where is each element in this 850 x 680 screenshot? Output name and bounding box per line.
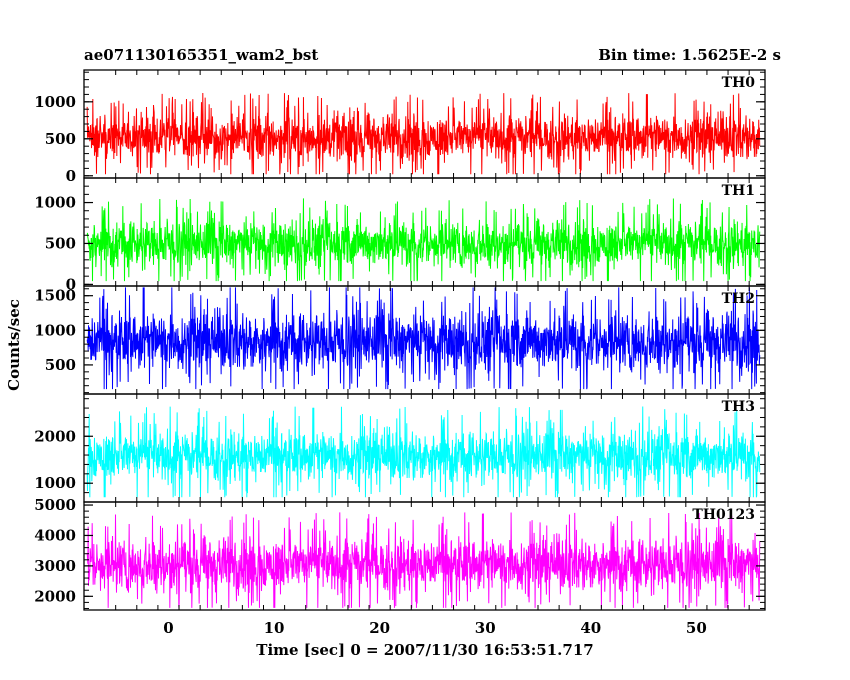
y-tick-label: 1000 [34, 93, 76, 111]
series-label-th1: TH1 [722, 183, 755, 199]
series-line-th2 [86, 287, 761, 390]
x-axis: 0 10 20 30 40 50 [163, 619, 707, 637]
y-tick-label: 4000 [34, 526, 76, 544]
series-line-th0123 [86, 512, 761, 608]
x-tick-label: 40 [580, 619, 601, 637]
y-tick-label: 0 [66, 167, 76, 185]
panel-th0123: 2000 3000 4000 5000 TH0123 [34, 496, 766, 611]
series-line-th0 [86, 93, 761, 175]
y-tick-label: 500 [45, 356, 76, 374]
chart-title-left: ae071130165351_wam2_bst [84, 46, 318, 64]
series-line-th3 [86, 406, 761, 498]
y-tick-label: 1000 [34, 321, 76, 339]
y-tick-label: 1500 [34, 287, 76, 305]
x-tick-label: 10 [264, 619, 285, 637]
panel-th3: 1000 2000 TH3 [34, 393, 766, 503]
y-tick-label: 500 [45, 234, 76, 252]
y-tick-label: 2000 [34, 587, 76, 605]
series-label-th0: TH0 [722, 75, 756, 91]
panels: 0 500 1000 TH0 0 500 1000 TH1 500 1000 1500 TH2 1000… [34, 69, 766, 611]
x-axis-label: Time [sec] 0 = 2007/11/30 16:53:51.717 [256, 641, 593, 659]
y-tick-label: 500 [45, 130, 76, 148]
y-axis-label: Counts/sec [5, 299, 23, 391]
series-label-th0123: TH0123 [692, 507, 755, 523]
x-tick-label: 30 [475, 619, 496, 637]
panel-th0: 0 500 1000 TH0 [34, 69, 766, 185]
panel-frame [83, 501, 766, 611]
series-line-th1 [86, 198, 761, 282]
y-tick-label: 1000 [34, 194, 76, 212]
series-label-th3: TH3 [722, 399, 755, 415]
x-tick-label: 0 [163, 619, 173, 637]
y-tick-label: 2000 [34, 427, 76, 445]
x-tick-label: 20 [369, 619, 390, 637]
chart-title-right: Bin time: 1.5625E-2 s [598, 46, 781, 64]
y-tick-label: 0 [66, 275, 76, 293]
panel-th2: 500 1000 1500 TH2 [34, 285, 766, 395]
series-label-th2: TH2 [722, 291, 755, 307]
y-tick-label: 1000 [34, 474, 76, 492]
panel-th1: 0 500 1000 TH1 [34, 177, 766, 293]
x-tick-label: 50 [686, 619, 707, 637]
y-tick-label: 3000 [34, 557, 76, 575]
y-tick-label: 5000 [34, 496, 76, 514]
